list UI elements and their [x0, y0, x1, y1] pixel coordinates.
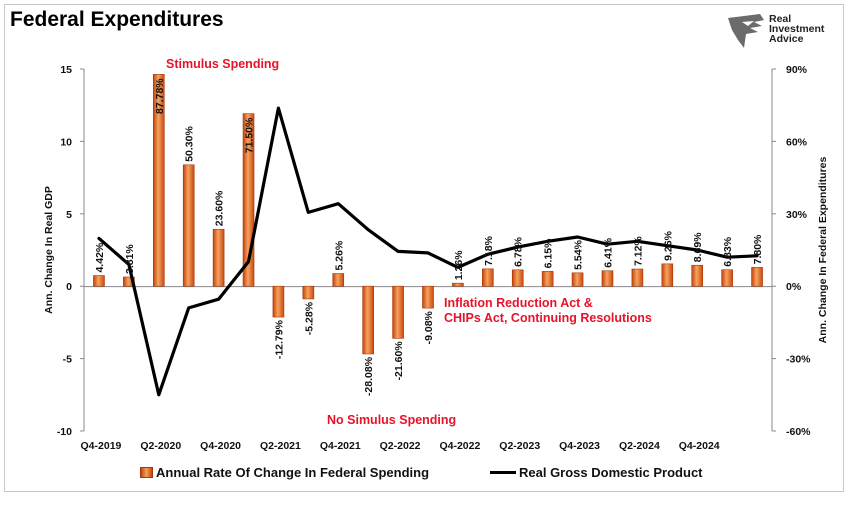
spending-bar — [392, 285, 404, 339]
left-tick-label: -5 — [63, 354, 72, 366]
bar-data-label: 7.12% — [632, 236, 644, 266]
legend-line-swatch — [490, 471, 516, 474]
bar-data-label: 5.26% — [333, 240, 345, 270]
bar-data-label: 7.18% — [483, 235, 495, 265]
logo-line: Investment — [769, 23, 825, 35]
annotation-no-stimulus: No Simulus Spending — [327, 413, 456, 427]
spending-bar — [152, 74, 165, 287]
right-tick-label: 60% — [786, 136, 808, 148]
spending-bar — [482, 268, 494, 287]
spending-bar — [511, 269, 524, 287]
right-tick-label: 90% — [786, 64, 808, 76]
left-tick-label: 5 — [66, 209, 72, 221]
x-tick-label: Q2-2023 — [499, 440, 540, 452]
x-tick-label: Q2-2020 — [140, 440, 181, 452]
spending-bar — [212, 228, 225, 287]
spending-bar — [93, 275, 105, 287]
spending-bar — [661, 263, 674, 287]
x-tick-label: Q2-2021 — [260, 440, 301, 452]
logo-line: Real — [769, 13, 792, 25]
bar-data-label: 1.26% — [453, 250, 465, 280]
x-tick-label: Q4-2024 — [679, 440, 720, 452]
bar-data-label: 71.50% — [244, 117, 256, 153]
right-tick-label: -60% — [786, 426, 811, 438]
bar-data-label: -28.08% — [363, 356, 375, 396]
spending-bar — [302, 285, 315, 300]
spending-bar — [272, 285, 285, 318]
logo-line: Advice — [769, 33, 804, 45]
logo-eagle-icon — [728, 14, 764, 48]
x-tick-label: Q2-2022 — [380, 440, 421, 452]
spending-bar — [182, 164, 195, 287]
annotation-stimulus: Stimulus Spending — [166, 57, 279, 71]
page-title: Federal Expenditures — [10, 8, 224, 31]
right-tick-label: -30% — [786, 354, 811, 366]
x-tick-label: Q4-2021 — [320, 440, 361, 452]
x-tick-label: Q2-2024 — [619, 440, 660, 452]
x-tick-label: Q4-2022 — [439, 440, 480, 452]
left-tick-label: 10 — [60, 136, 72, 148]
spending-bar — [571, 272, 584, 287]
chart-frame — [4, 4, 844, 492]
bar-data-label: -21.60% — [393, 341, 405, 381]
legend-item-spending: Annual Rate Of Change In Federal Spendin… — [140, 465, 429, 480]
annotation-ira-line1: Inflation Reduction Act & — [444, 296, 593, 310]
spending-bar — [422, 285, 434, 309]
logo-text: Real Investment Advice — [769, 13, 825, 45]
left-axis-title: Ann. Change In Real GDP — [43, 186, 55, 314]
bar-data-label: 23.60% — [214, 190, 226, 226]
spending-bar — [751, 267, 763, 287]
bar-data-label: 6.83% — [722, 236, 734, 266]
bar-data-label: 6.78% — [513, 236, 525, 266]
bar-data-label: -12.79% — [273, 319, 285, 359]
bar-data-label: 6.41% — [602, 237, 614, 267]
right-tick-label: 0% — [786, 281, 802, 293]
bar-data-label: 6.15% — [543, 238, 555, 268]
x-tick-label: Q4-2023 — [559, 440, 600, 452]
legend-label: Annual Rate Of Change In Federal Spendin… — [156, 465, 430, 480]
bar-data-label: 7.80% — [752, 234, 764, 264]
bar-data-label: 8.69% — [692, 232, 704, 262]
right-tick-label: 30% — [786, 209, 808, 221]
spending-bar — [242, 113, 255, 287]
left-tick-label: -10 — [57, 426, 72, 438]
spending-bar — [332, 273, 345, 287]
annotation-ira-line2: CHIPs Act, Continuing Resolutions — [444, 311, 652, 325]
spending-bar — [631, 268, 644, 287]
left-tick-label: 0 — [66, 281, 72, 293]
x-tick-label: Q4-2019 — [81, 440, 122, 452]
spending-bar — [721, 269, 733, 287]
spending-bar — [362, 285, 374, 355]
legend-bar-swatch — [140, 467, 153, 478]
bar-data-label: -9.08% — [423, 310, 435, 344]
bar-data-label: 9.26% — [662, 230, 674, 260]
bar-data-label: 87.78% — [154, 78, 166, 114]
gdp-line — [97, 106, 759, 397]
bar-data-label: 5.54% — [573, 239, 585, 269]
bar-data-label: 3.81% — [124, 244, 136, 274]
bar-data-label: -5.28% — [303, 301, 315, 335]
legend-label: Real Gross Domestic Product — [519, 465, 703, 480]
spending-bar — [541, 271, 554, 287]
legend-item-gdp: Real Gross Domestic Product — [490, 465, 703, 480]
spending-bar — [691, 264, 704, 287]
x-tick-label: Q4-2020 — [200, 440, 241, 452]
left-tick-label: 15 — [60, 64, 72, 76]
bar-data-label: 50.30% — [184, 126, 196, 162]
spending-bar — [452, 282, 464, 287]
spending-bar — [601, 270, 614, 287]
bar-data-label: 4.42% — [94, 242, 106, 272]
right-axis-title: Ann. Change In Federal Expenditures — [817, 156, 829, 343]
